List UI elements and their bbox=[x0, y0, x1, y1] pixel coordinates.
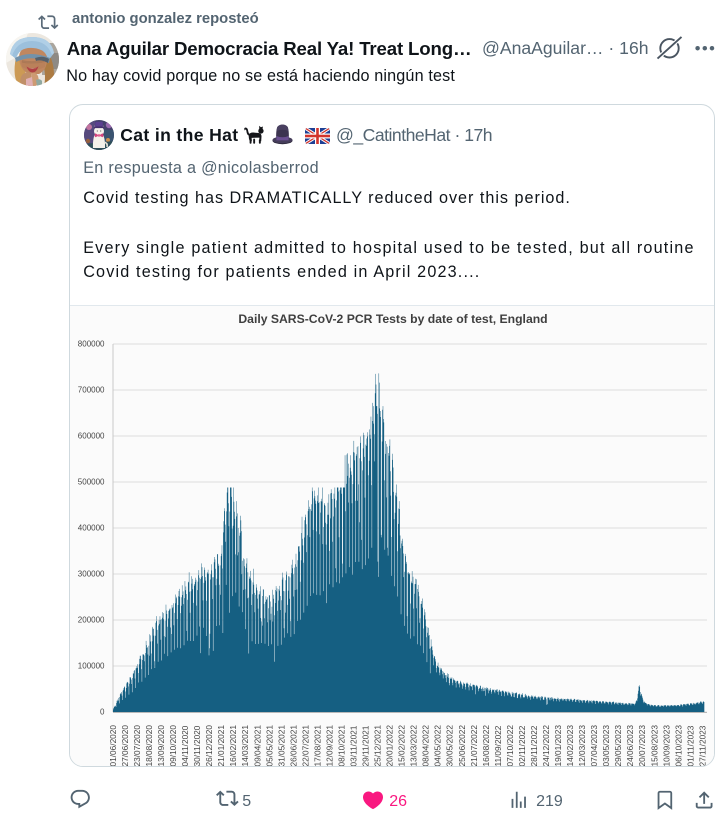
svg-text:13/03/2022: 13/03/2022 bbox=[409, 725, 419, 766]
svg-text:21/01/2021: 21/01/2021 bbox=[216, 725, 226, 766]
svg-text:16/02/2021: 16/02/2021 bbox=[228, 725, 238, 766]
svg-text:27/06/2020: 27/06/2020 bbox=[120, 725, 130, 766]
svg-text:300000: 300000 bbox=[78, 570, 105, 579]
svg-text:13/09/2020: 13/09/2020 bbox=[156, 725, 166, 766]
svg-text:25/12/2021: 25/12/2021 bbox=[373, 725, 383, 766]
svg-text:Daily SARS-CoV-2 PCR Tests by: Daily SARS-CoV-2 PCR Tests by date of te… bbox=[238, 312, 547, 326]
svg-text:30/11/2020: 30/11/2020 bbox=[192, 725, 202, 766]
svg-text:21/07/2022: 21/07/2022 bbox=[469, 725, 479, 766]
svg-text:12/09/2021: 12/09/2021 bbox=[324, 725, 334, 766]
svg-text:0: 0 bbox=[100, 708, 105, 717]
svg-text:25/06/2022: 25/06/2022 bbox=[457, 725, 467, 766]
svg-text:03/05/2023: 03/05/2023 bbox=[601, 725, 611, 766]
svg-text:16/08/2022: 16/08/2022 bbox=[481, 725, 491, 766]
svg-text:01/11/2023: 01/11/2023 bbox=[685, 725, 695, 766]
svg-text:07/10/2022: 07/10/2022 bbox=[505, 725, 515, 766]
svg-text:04/05/2022: 04/05/2022 bbox=[433, 725, 443, 766]
svg-text:15/08/2023: 15/08/2023 bbox=[649, 725, 659, 766]
svg-text:700000: 700000 bbox=[78, 386, 105, 395]
svg-text:19/01/2023: 19/01/2023 bbox=[553, 725, 563, 766]
svg-text:08/04/2022: 08/04/2022 bbox=[421, 725, 431, 766]
svg-text:18/08/2020: 18/08/2020 bbox=[144, 725, 154, 766]
svg-text:10/09/2023: 10/09/2023 bbox=[661, 725, 671, 766]
svg-text:23/07/2020: 23/07/2020 bbox=[132, 725, 142, 766]
svg-text:500000: 500000 bbox=[78, 478, 105, 487]
svg-text:30/05/2022: 30/05/2022 bbox=[445, 725, 455, 766]
svg-text:600000: 600000 bbox=[78, 432, 105, 441]
svg-text:26/12/2020: 26/12/2020 bbox=[204, 725, 214, 766]
svg-text:100000: 100000 bbox=[78, 662, 105, 671]
svg-text:11/09/2022: 11/09/2022 bbox=[493, 725, 503, 766]
svg-text:400000: 400000 bbox=[78, 524, 105, 533]
svg-text:29/05/2023: 29/05/2023 bbox=[613, 725, 623, 766]
svg-text:24/12/2022: 24/12/2022 bbox=[541, 725, 551, 766]
svg-text:07/04/2023: 07/04/2023 bbox=[589, 725, 599, 766]
svg-text:04/11/2020: 04/11/2020 bbox=[180, 725, 190, 766]
svg-text:28/11/2022: 28/11/2022 bbox=[529, 725, 539, 766]
svg-text:31/05/2021: 31/05/2021 bbox=[276, 725, 286, 766]
svg-text:200000: 200000 bbox=[78, 616, 105, 625]
svg-text:09/04/2021: 09/04/2021 bbox=[252, 725, 262, 766]
svg-text:800000: 800000 bbox=[78, 340, 105, 349]
svg-text:12/03/2023: 12/03/2023 bbox=[577, 725, 587, 766]
svg-text:06/10/2023: 06/10/2023 bbox=[673, 725, 683, 766]
svg-text:02/11/2022: 02/11/2022 bbox=[517, 725, 527, 766]
svg-text:14/03/2021: 14/03/2021 bbox=[240, 725, 250, 766]
svg-text:08/10/2021: 08/10/2021 bbox=[337, 725, 347, 766]
svg-text:14/02/2023: 14/02/2023 bbox=[565, 725, 575, 766]
svg-text:27/11/2023: 27/11/2023 bbox=[697, 725, 707, 766]
svg-text:24/06/2023: 24/06/2023 bbox=[625, 725, 635, 766]
svg-text:03/11/2021: 03/11/2021 bbox=[349, 725, 359, 766]
svg-text:01/06/2020: 01/06/2020 bbox=[108, 725, 118, 766]
svg-text:15/02/2022: 15/02/2022 bbox=[397, 725, 407, 766]
svg-text:29/11/2021: 29/11/2021 bbox=[361, 725, 371, 766]
svg-text:20/01/2022: 20/01/2022 bbox=[385, 725, 395, 766]
svg-text:09/10/2020: 09/10/2020 bbox=[168, 725, 178, 766]
svg-text:22/07/2021: 22/07/2021 bbox=[300, 725, 310, 766]
svg-text:05/05/2021: 05/05/2021 bbox=[264, 725, 274, 766]
svg-text:20/07/2023: 20/07/2023 bbox=[637, 725, 647, 766]
svg-text:26/06/2021: 26/06/2021 bbox=[288, 725, 298, 766]
svg-text:17/08/2021: 17/08/2021 bbox=[312, 725, 322, 766]
